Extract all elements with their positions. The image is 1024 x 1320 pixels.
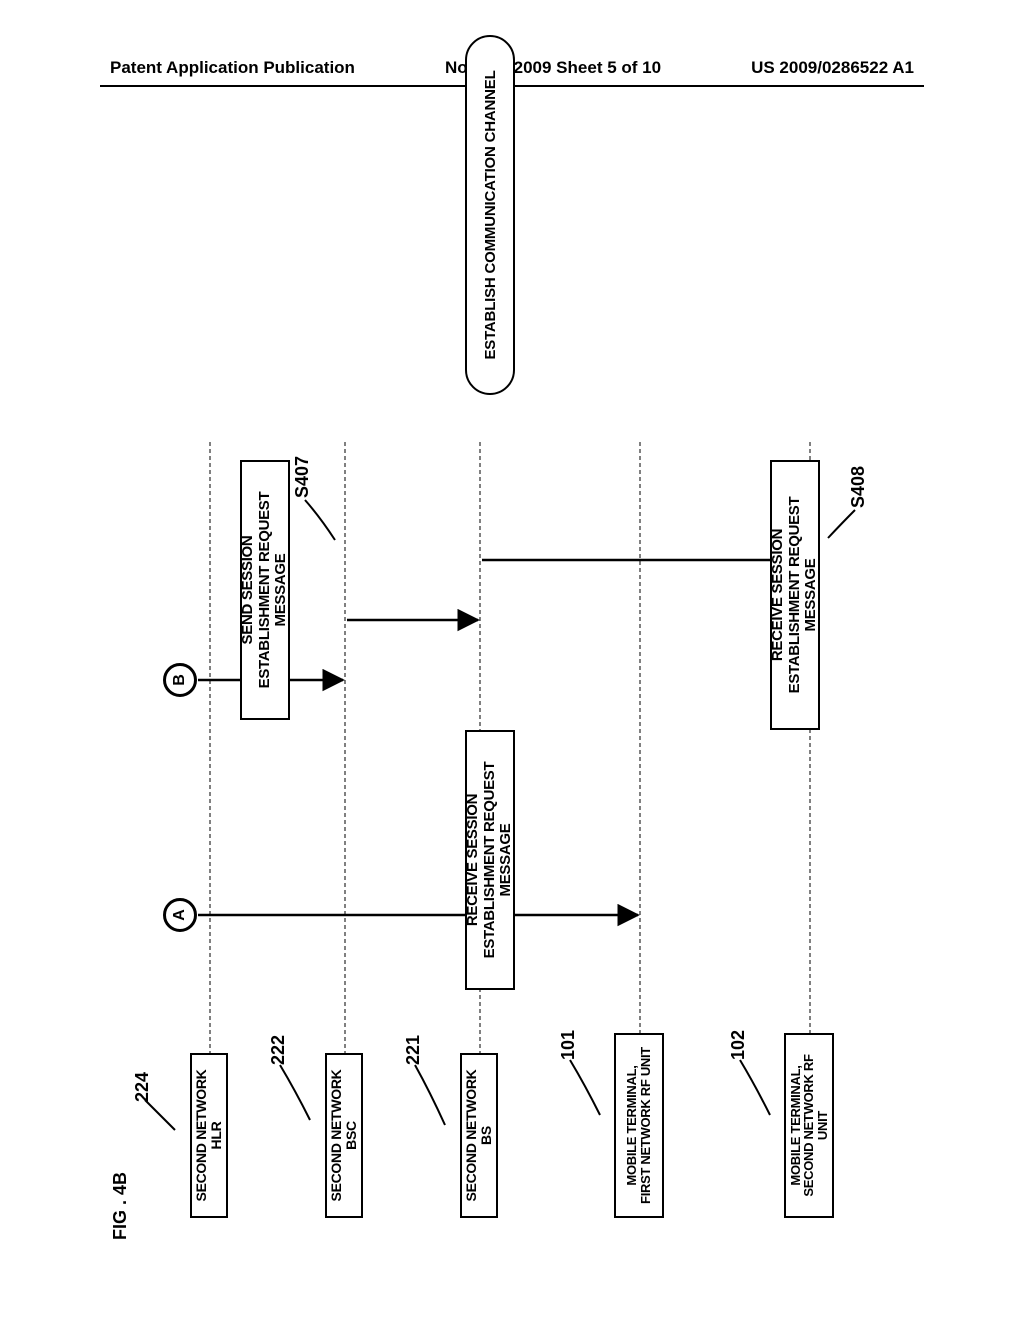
channel-establish: ESTABLISH COMMUNICATION CHANNEL: [465, 35, 515, 395]
step-s408: S408: [848, 466, 869, 508]
header-right: US 2009/0286522 A1: [751, 58, 914, 78]
connector-label: A: [171, 909, 189, 921]
msg-label: RECEIVE SESSION ESTABLISHMENT REQUEST ME…: [465, 738, 515, 982]
entity-num-rf2: 102: [728, 1030, 749, 1060]
entity-second-network-hlr: SECOND NETWORK HLR: [190, 1053, 228, 1218]
msg-label: RECEIVE SESSION ESTABLISHMENT REQUEST ME…: [770, 468, 820, 722]
connector-a: A: [163, 898, 197, 932]
msg-receive-session-rf2: RECEIVE SESSION ESTABLISHMENT REQUEST ME…: [770, 460, 820, 730]
entity-num-hlr: 224: [132, 1072, 153, 1102]
connector-b: B: [163, 663, 197, 697]
entity-num-bsc: 222: [268, 1035, 289, 1065]
msg-receive-session-rf1: RECEIVE SESSION ESTABLISHMENT REQUEST ME…: [465, 730, 515, 990]
msg-send-session: SEND SESSION ESTABLISHMENT REQUEST MESSA…: [240, 460, 290, 720]
step-s407: S407: [292, 456, 313, 498]
entity-label: MOBILE TERMINAL, SECOND NETWORK RF UNIT: [789, 1039, 830, 1212]
entity-label: MOBILE TERMINAL, FIRST NETWORK RF UNIT: [625, 1047, 652, 1204]
entity-mobile-second-rf: MOBILE TERMINAL, SECOND NETWORK RF UNIT: [784, 1033, 834, 1218]
entity-num-bs: 221: [403, 1035, 424, 1065]
entity-second-network-bsc: SECOND NETWORK BSC: [325, 1053, 363, 1218]
entity-mobile-first-rf: MOBILE TERMINAL, FIRST NETWORK RF UNIT: [614, 1033, 664, 1218]
entity-second-network-bs: SECOND NETWORK BS: [460, 1053, 498, 1218]
entity-num-rf1: 101: [558, 1030, 579, 1060]
entity-label: SECOND NETWORK BSC: [329, 1059, 358, 1212]
msg-label: SEND SESSION ESTABLISHMENT REQUEST MESSA…: [240, 468, 290, 712]
entity-label: SECOND NETWORK BS: [464, 1059, 493, 1212]
channel-label: ESTABLISH COMMUNICATION CHANNEL: [482, 70, 499, 359]
header-left: Patent Application Publication: [110, 58, 355, 78]
entity-label: SECOND NETWORK HLR: [194, 1059, 223, 1212]
sequence-diagram: FIG . 4B: [110, 140, 910, 1240]
connector-label: B: [171, 674, 189, 686]
